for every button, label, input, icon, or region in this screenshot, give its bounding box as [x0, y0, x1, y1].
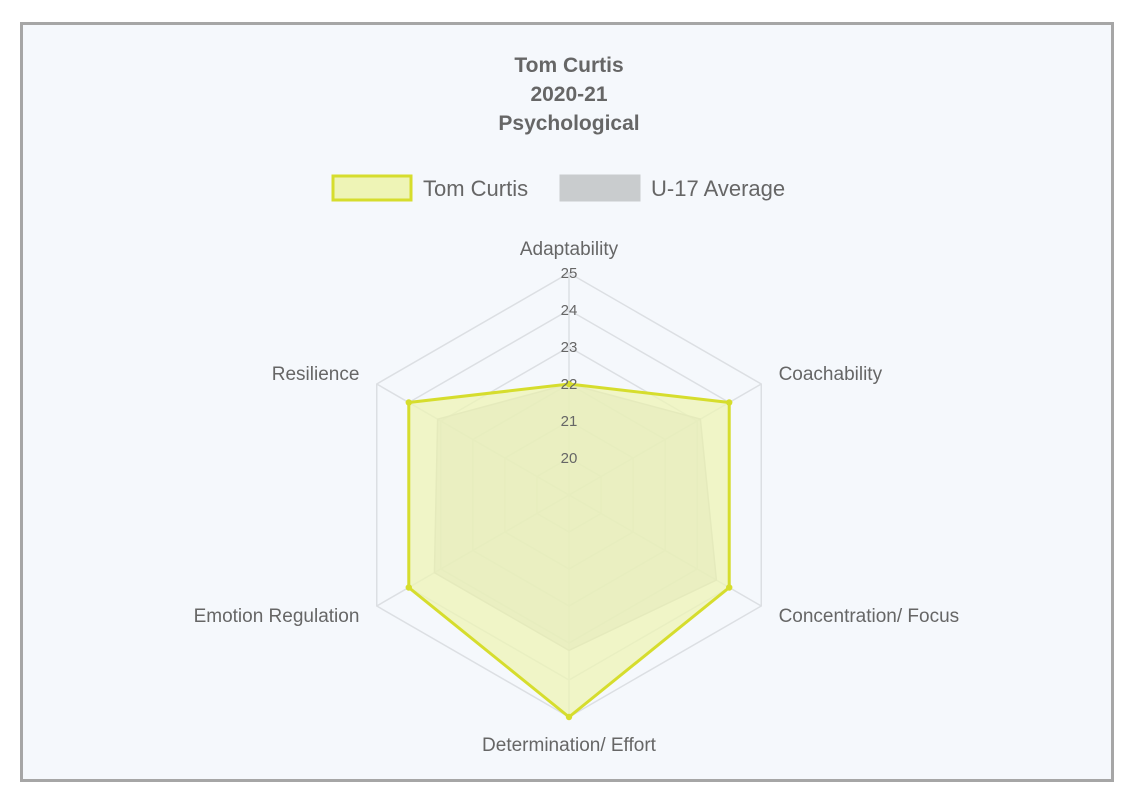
series-area-tom-curtis[interactable]: [407, 382, 731, 719]
legend-item-u17-average[interactable]: U-17 Average: [559, 174, 785, 202]
tick-label-23: 23: [561, 339, 578, 356]
category-label-adaptability: Adaptability: [520, 239, 619, 260]
chart-frame: Tom Curtis 2020-21 Psychological Tom Cur…: [20, 22, 1114, 782]
data-point-concentration-focus[interactable]: [726, 584, 733, 591]
data-point-determination-effort[interactable]: [565, 713, 573, 721]
tick-label-20: 20: [561, 450, 578, 467]
data-point-resilience[interactable]: [405, 399, 412, 406]
category-label-coachability: Coachability: [779, 364, 883, 385]
chart-title-line-1: Tom Curtis: [514, 54, 623, 77]
radial-ticks: 20 21 22 23 24 25: [561, 265, 578, 467]
radar-chart: Tom Curtis 2020-21 Psychological Tom Cur…: [194, 54, 960, 756]
legend-label-u17-average: U-17 Average: [651, 176, 785, 201]
category-label-resilience: Resilience: [272, 364, 360, 385]
legend-swatch-u17-average: [559, 174, 641, 202]
legend: Tom Curtis U-17 Average: [331, 174, 785, 202]
tick-label-21: 21: [561, 413, 578, 430]
radar-series: [405, 380, 733, 721]
tick-label-22: 22: [561, 376, 578, 393]
data-point-emotion-regulation[interactable]: [405, 584, 412, 591]
legend-item-tom-curtis[interactable]: Tom Curtis: [331, 174, 528, 202]
category-label-emotion-regulation: Emotion Regulation: [194, 606, 360, 627]
legend-swatch-tom-curtis: [331, 174, 413, 202]
data-point-coachability[interactable]: [726, 399, 733, 406]
legend-label-tom-curtis: Tom Curtis: [423, 176, 528, 201]
tick-label-25: 25: [561, 265, 578, 282]
category-labels: Adaptability Coachability Concentration/ F…: [194, 239, 960, 756]
category-label-determination-effort: Determination/ Effort: [482, 735, 657, 756]
category-label-concentration-focus: Concentration/ Focus: [779, 606, 960, 627]
data-point-adaptability[interactable]: [565, 380, 573, 388]
chart-title-line-3: Psychological: [498, 112, 639, 135]
chart-title-line-2: 2020-21: [530, 83, 607, 106]
tick-label-24: 24: [561, 302, 578, 319]
